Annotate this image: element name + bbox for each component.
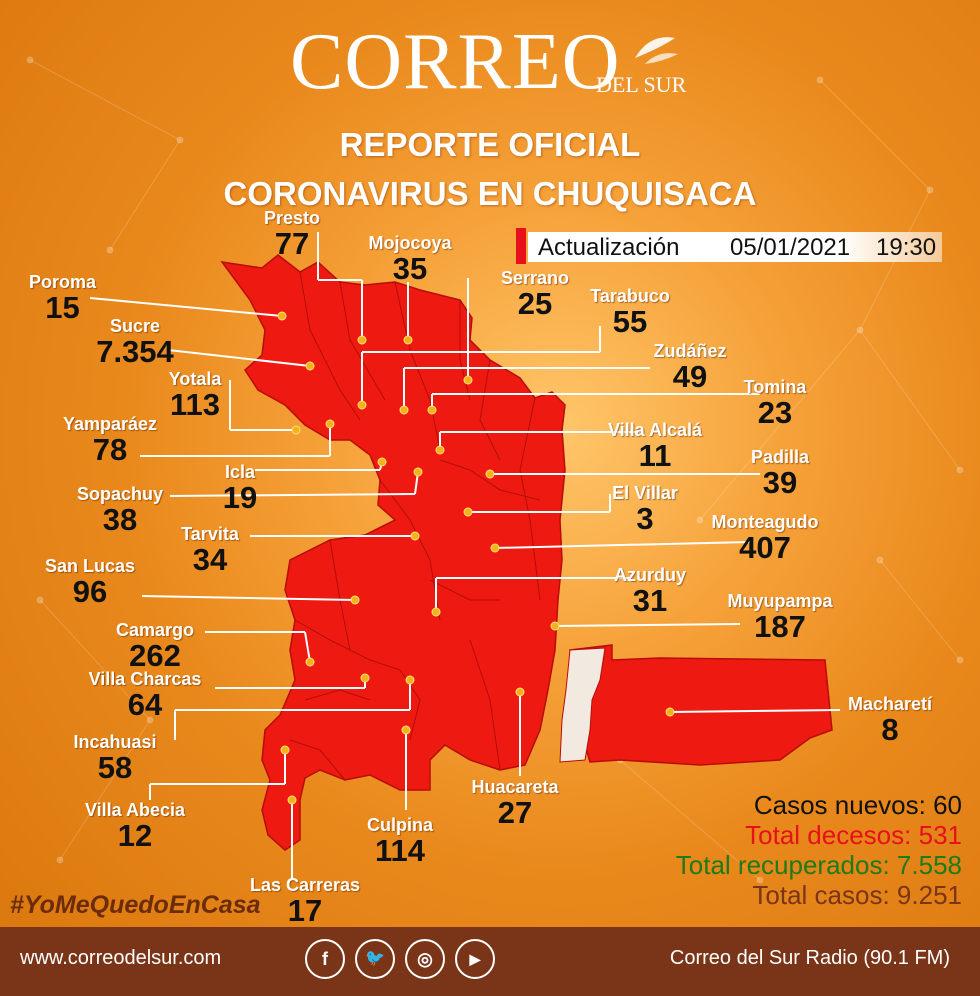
label-villa-abecia: Villa Abecia 12 [84,800,186,853]
label-machareti: Macharetí 8 [847,694,933,747]
map-shape [220,254,833,851]
update-accent-bar [516,228,526,264]
label-incahuasi: Incahuasi 58 [73,732,157,785]
label-el-villar: El Villar 3 [612,483,678,536]
brand-logo: CORREO [290,18,621,106]
label-serrano: Serrano 25 [500,268,570,321]
location-markers [277,311,675,805]
label-tarabuco: Tarabuco 55 [590,286,670,339]
brand-logo-sub: DEL SUR [596,72,687,97]
label-villa-charcas: Villa Charcas 64 [88,669,202,722]
title-line-1: REPORTE OFICIAL [339,126,641,163]
label-villa-alcala: Villa Alcalá 11 [607,420,703,473]
title-line-2: CORONAVIRUS EN CHUQUISACA [223,175,757,212]
stat-total-cases: Total casos: 9.251 [752,880,962,910]
stat-new-cases: Casos nuevos: 60 [753,790,962,820]
label-camargo: Camargo 262 [115,620,195,673]
label-monteagudo: Monteagudo 407 [711,512,819,565]
label-san-lucas: San Lucas 96 [44,556,136,609]
label-sopachuy: Sopachuy 38 [76,484,164,537]
macharet-region [569,644,833,766]
update-box [528,232,942,262]
instagram-icon[interactable]: ◎ [405,939,445,979]
facebook-icon[interactable]: f [305,939,345,979]
update-date: 05/01/2021 [730,234,851,261]
label-yotala: Yotala 113 [168,369,222,422]
update-label: Actualización [538,234,680,261]
label-sucre: Sucre 7.354 [96,316,174,369]
label-zudanez: Zudáñez 49 [653,341,727,394]
leaf-icon [635,37,678,64]
website-link[interactable]: www.correodelsur.com [20,947,222,969]
radio-label: Correo del Sur Radio (90.1 FM) [669,947,950,969]
hashtag: #YoMeQuedoEnCasa [10,891,261,919]
label-yamparaez: Yamparáez 78 [62,414,158,467]
footer-bar: www.correodelsur.com f 🐦 ◎ ▶ Correo del … [0,927,980,996]
update-time: 19:30 [876,234,937,261]
stat-total-deaths: Total decesos: 531 [745,820,962,850]
unassigned-area [559,647,606,763]
label-poroma: Poroma 15 [28,272,97,325]
stat-total-recovered: Total recuperados: 7.558 [675,850,962,880]
label-mojocoya: Mojocoya 35 [368,233,452,286]
label-padilla: Padilla 39 [750,447,810,500]
brand-header: CORREO DEL SUR [0,0,980,110]
label-huacareta: Huacareta 27 [471,777,559,830]
label-culpina: Culpina 114 [367,815,433,868]
label-las-carreras: Las Carreras 17 [249,875,361,928]
label-tarvita: Tarvita 34 [181,524,239,577]
label-tomina: Tomina 23 [743,377,807,430]
update-banner: Actualización 05/01/2021 19:30 [516,228,942,266]
twitter-icon[interactable]: 🐦 [355,939,395,979]
youtube-icon[interactable]: ▶ [455,939,495,979]
label-icla: Icla 19 [222,462,258,515]
stats-panel: Casos nuevos: 60 Total decesos: 531 Tota… [676,790,962,910]
label-muyupampa: Muyupampa 187 [727,591,833,644]
label-azurduy: Azurduy 31 [614,565,686,618]
label-presto: Presto 77 [263,208,321,261]
municipal-borders [289,271,541,781]
department-outline [220,254,566,851]
